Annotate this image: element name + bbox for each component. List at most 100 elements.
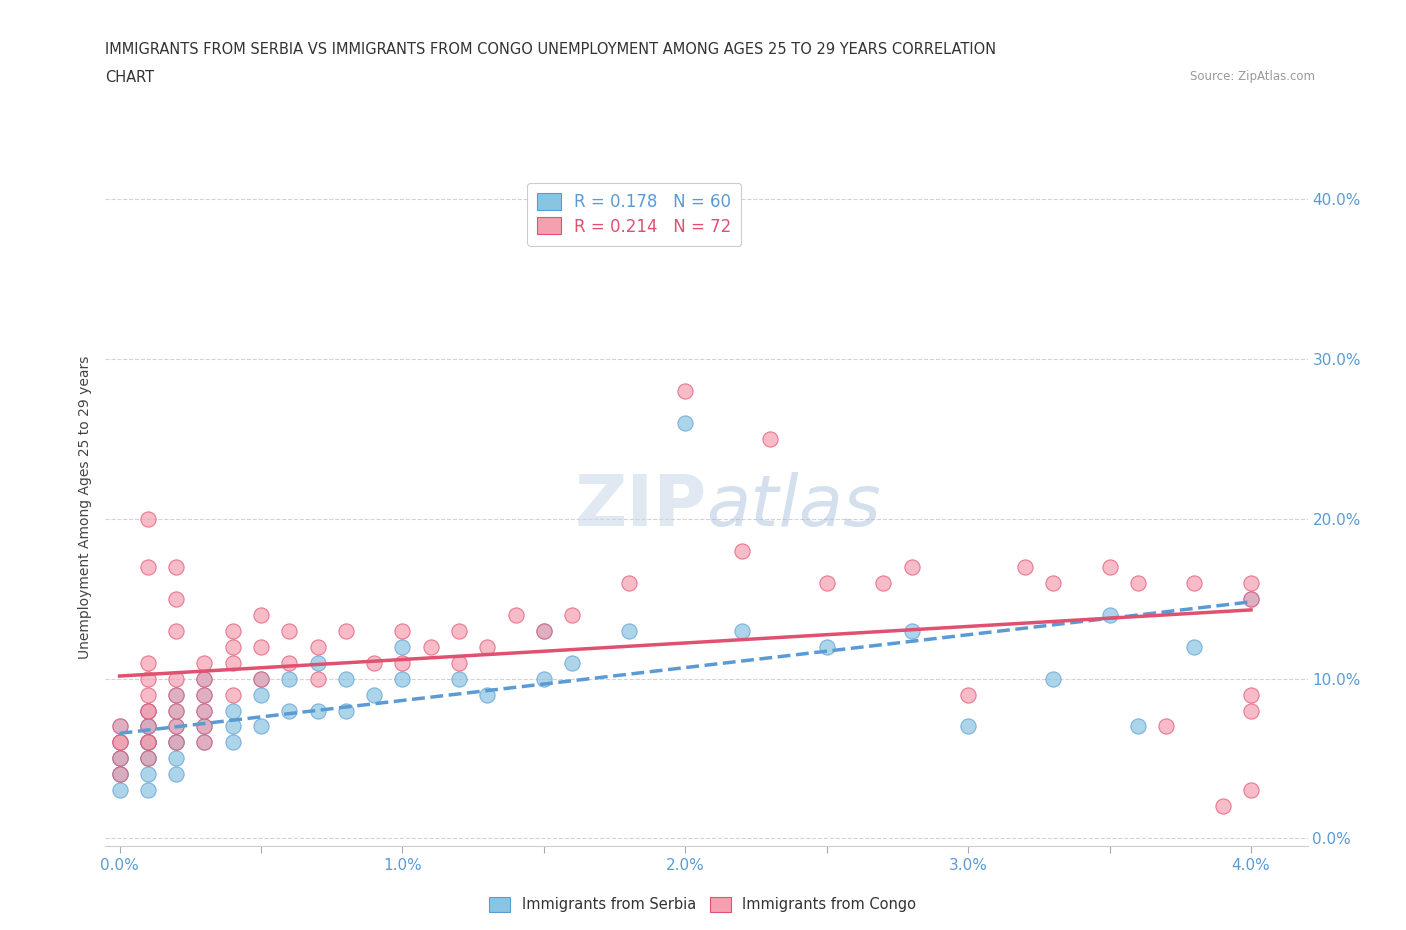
Point [222, 719, 245, 734]
Point [335, 703, 357, 718]
Point [193, 719, 215, 734]
Point [165, 751, 187, 766]
Point [165, 671, 187, 686]
Text: ZIP: ZIP [574, 472, 707, 541]
Point [165, 703, 187, 718]
Point [391, 671, 413, 686]
Point [108, 767, 131, 782]
Point [759, 432, 782, 446]
Point [136, 671, 159, 686]
Point [250, 719, 273, 734]
Point [1240, 783, 1263, 798]
Point [307, 655, 329, 670]
Point [222, 623, 245, 638]
Point [136, 735, 159, 750]
Point [193, 671, 215, 686]
Point [165, 767, 187, 782]
Point [278, 655, 301, 670]
Point [108, 719, 131, 734]
Point [108, 751, 131, 766]
Point [1126, 719, 1149, 734]
Point [108, 767, 131, 782]
Point [108, 783, 131, 798]
Point [165, 735, 187, 750]
Point [363, 655, 385, 670]
Point [957, 719, 980, 734]
Point [335, 671, 357, 686]
Point [193, 703, 215, 718]
Point [250, 607, 273, 622]
Point [957, 687, 980, 702]
Point [561, 607, 583, 622]
Point [1098, 607, 1121, 622]
Point [108, 767, 131, 782]
Point [165, 687, 187, 702]
Point [1184, 639, 1206, 654]
Point [617, 623, 640, 638]
Point [447, 655, 470, 670]
Point [136, 735, 159, 750]
Point [278, 671, 301, 686]
Point [193, 671, 215, 686]
Point [136, 751, 159, 766]
Point [193, 687, 215, 702]
Point [193, 735, 215, 750]
Point [1014, 559, 1036, 574]
Point [136, 719, 159, 734]
Point [307, 703, 329, 718]
Point [505, 607, 527, 622]
Point [1240, 591, 1263, 606]
Point [136, 719, 159, 734]
Point [193, 719, 215, 734]
Point [1154, 719, 1177, 734]
Point [447, 671, 470, 686]
Point [477, 687, 499, 702]
Point [222, 639, 245, 654]
Point [363, 687, 385, 702]
Point [222, 655, 245, 670]
Point [165, 559, 187, 574]
Point [900, 623, 922, 638]
Point [1042, 671, 1064, 686]
Point [136, 735, 159, 750]
Point [307, 671, 329, 686]
Point [222, 703, 245, 718]
Point [136, 735, 159, 750]
Point [307, 639, 329, 654]
Point [533, 671, 555, 686]
Point [1098, 559, 1121, 574]
Point [673, 416, 696, 431]
Legend: R = 0.178   N = 60, R = 0.214   N = 72: R = 0.178 N = 60, R = 0.214 N = 72 [527, 182, 741, 246]
Point [872, 576, 894, 591]
Point [391, 639, 413, 654]
Point [561, 655, 583, 670]
Point [731, 623, 754, 638]
Point [193, 735, 215, 750]
Point [1240, 576, 1263, 591]
Point [108, 735, 131, 750]
Point [617, 576, 640, 591]
Y-axis label: Unemployment Among Ages 25 to 29 years: Unemployment Among Ages 25 to 29 years [79, 355, 93, 658]
Point [673, 383, 696, 398]
Point [193, 655, 215, 670]
Point [250, 671, 273, 686]
Point [391, 623, 413, 638]
Point [1240, 687, 1263, 702]
Point [222, 735, 245, 750]
Point [136, 703, 159, 718]
Point [136, 767, 159, 782]
Point [108, 735, 131, 750]
Point [136, 703, 159, 718]
Point [165, 735, 187, 750]
Point [165, 687, 187, 702]
Point [900, 559, 922, 574]
Point [1240, 591, 1263, 606]
Point [1240, 703, 1263, 718]
Point [108, 719, 131, 734]
Point [165, 719, 187, 734]
Point [165, 623, 187, 638]
Point [108, 735, 131, 750]
Point [136, 719, 159, 734]
Point [136, 559, 159, 574]
Point [136, 751, 159, 766]
